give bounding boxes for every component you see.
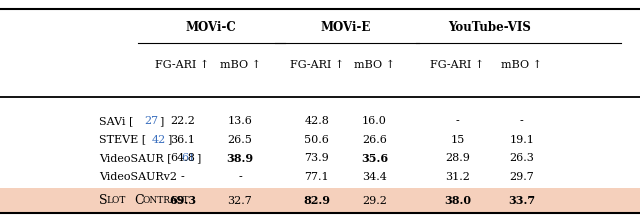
FancyBboxPatch shape	[0, 188, 640, 213]
Text: 29.7: 29.7	[509, 172, 534, 182]
Text: 19.1: 19.1	[509, 135, 534, 145]
Text: 26.5: 26.5	[228, 135, 252, 145]
Text: mBO ↑: mBO ↑	[501, 60, 542, 70]
Text: 50.6: 50.6	[305, 135, 329, 145]
Text: 64.8: 64.8	[170, 153, 195, 163]
Text: 29.2: 29.2	[362, 196, 387, 206]
Text: -: -	[520, 116, 524, 126]
Text: 31.2: 31.2	[445, 172, 470, 182]
Text: 16.0: 16.0	[362, 116, 387, 126]
Text: 35.6: 35.6	[361, 153, 388, 164]
Text: -: -	[180, 172, 184, 182]
Text: 34.4: 34.4	[362, 172, 387, 182]
Text: S: S	[99, 194, 108, 207]
Text: FG-ARI ↑: FG-ARI ↑	[431, 60, 484, 70]
Text: ]: ]	[196, 153, 200, 163]
Text: VideoSAUR [: VideoSAUR [	[99, 153, 172, 163]
Text: SAVi [: SAVi [	[99, 116, 134, 126]
Text: VideoSAURv2: VideoSAURv2	[99, 172, 177, 182]
Text: MOVi-C: MOVi-C	[186, 21, 237, 34]
Text: 73.9: 73.9	[305, 153, 329, 163]
Text: 28.9: 28.9	[445, 153, 470, 163]
Text: 42.8: 42.8	[305, 116, 329, 126]
Text: 15: 15	[451, 135, 465, 145]
Text: 22.2: 22.2	[170, 116, 195, 126]
Text: ]: ]	[166, 135, 171, 145]
Text: -: -	[456, 116, 460, 126]
Text: 33.7: 33.7	[508, 195, 535, 206]
Text: mBO ↑: mBO ↑	[220, 60, 260, 70]
Text: 77.1: 77.1	[305, 172, 329, 182]
Text: ONTRAST: ONTRAST	[142, 196, 189, 205]
Text: 38.0: 38.0	[444, 195, 471, 206]
Text: MOVi-E: MOVi-E	[321, 21, 371, 34]
Text: 61: 61	[182, 153, 196, 163]
Text: FG-ARI ↑: FG-ARI ↑	[156, 60, 209, 70]
Text: 42: 42	[152, 135, 166, 145]
Text: 32.7: 32.7	[228, 196, 252, 206]
Text: 69.3: 69.3	[169, 195, 196, 206]
Text: ]: ]	[159, 116, 164, 126]
Text: YouTube-VIS: YouTube-VIS	[448, 21, 531, 34]
Text: LOT: LOT	[107, 196, 126, 205]
Text: 36.1: 36.1	[170, 135, 195, 145]
Text: 26.3: 26.3	[509, 153, 534, 163]
Text: STEVE [: STEVE [	[99, 135, 147, 145]
Text: C: C	[134, 194, 144, 207]
Text: -: -	[238, 172, 242, 182]
Text: FG-ARI ↑: FG-ARI ↑	[290, 60, 344, 70]
Text: 38.9: 38.9	[227, 153, 253, 164]
Text: 82.9: 82.9	[303, 195, 330, 206]
Text: mBO ↑: mBO ↑	[354, 60, 395, 70]
Text: 26.6: 26.6	[362, 135, 387, 145]
Text: 27: 27	[145, 116, 159, 126]
Text: 13.6: 13.6	[228, 116, 252, 126]
